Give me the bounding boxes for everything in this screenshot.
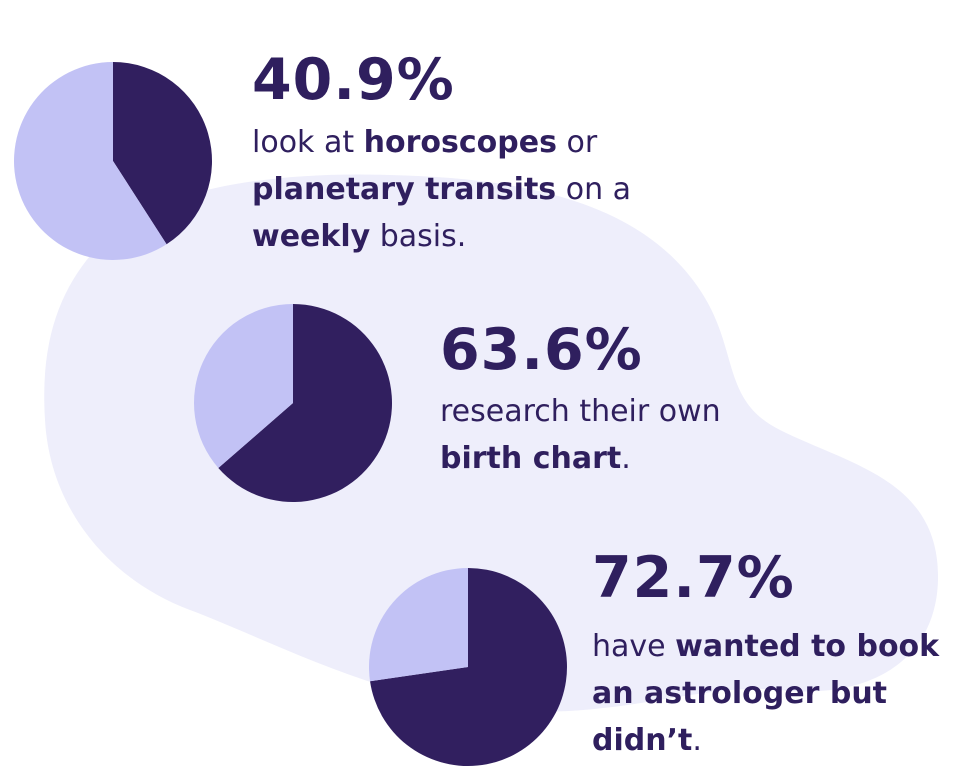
emphasis-text: didn’t [592,723,693,758]
stat-block-2: 63.6% research their own birth chart. [440,322,721,482]
stat-block-3: 72.7% have wanted to book an astrologer b… [592,550,939,764]
description-text: . [621,441,631,476]
stat-percentage: 72.7% [592,545,795,611]
stat-description: look at horoscopes or planetary transits … [252,119,631,260]
stat-description: research their own birth chart. [440,388,721,482]
emphasis-text: planetary transits [252,172,557,207]
stat-description: have wanted to book an astrologer but didn… [592,623,939,764]
description-line: weekly basis. [252,213,631,260]
stat-percentage: 40.9% [252,47,455,113]
pie-slice-remainder [194,304,293,469]
pie-slice-primary [218,304,392,502]
description-text: . [692,723,702,758]
pie-slice-remainder [13,62,167,260]
pie-slice-primary [370,568,567,766]
pie-slice-remainder [369,568,468,682]
description-text: research their own [440,394,721,429]
description-line: research their own [440,388,721,435]
pie-slice-primary [113,62,212,245]
emphasis-text: weekly [252,219,371,254]
pie-chart-3 [369,568,567,766]
emphasis-text: birth chart [440,441,622,476]
description-text: on a [556,172,631,207]
stat-block-1: 40.9% look at horoscopes or planetary tra… [252,52,631,260]
description-text: or [556,125,598,160]
description-line: planetary transits on a [252,166,631,213]
emphasis-text: an astrologer but [592,676,888,711]
pie-chart-2 [194,304,392,502]
description-text: have [592,629,676,664]
stat-percentage: 63.6% [440,317,643,383]
description-line: an astrologer but [592,670,939,717]
emphasis-text: wanted to book [675,629,940,664]
description-line: have wanted to book [592,623,939,670]
description-text: look at [252,125,364,160]
pie-chart-1 [13,62,212,260]
description-line: didn’t. [592,717,939,764]
description-text: basis. [370,219,467,254]
description-line: look at horoscopes or [252,119,631,166]
description-line: birth chart. [440,435,721,482]
emphasis-text: horoscopes [363,125,557,160]
